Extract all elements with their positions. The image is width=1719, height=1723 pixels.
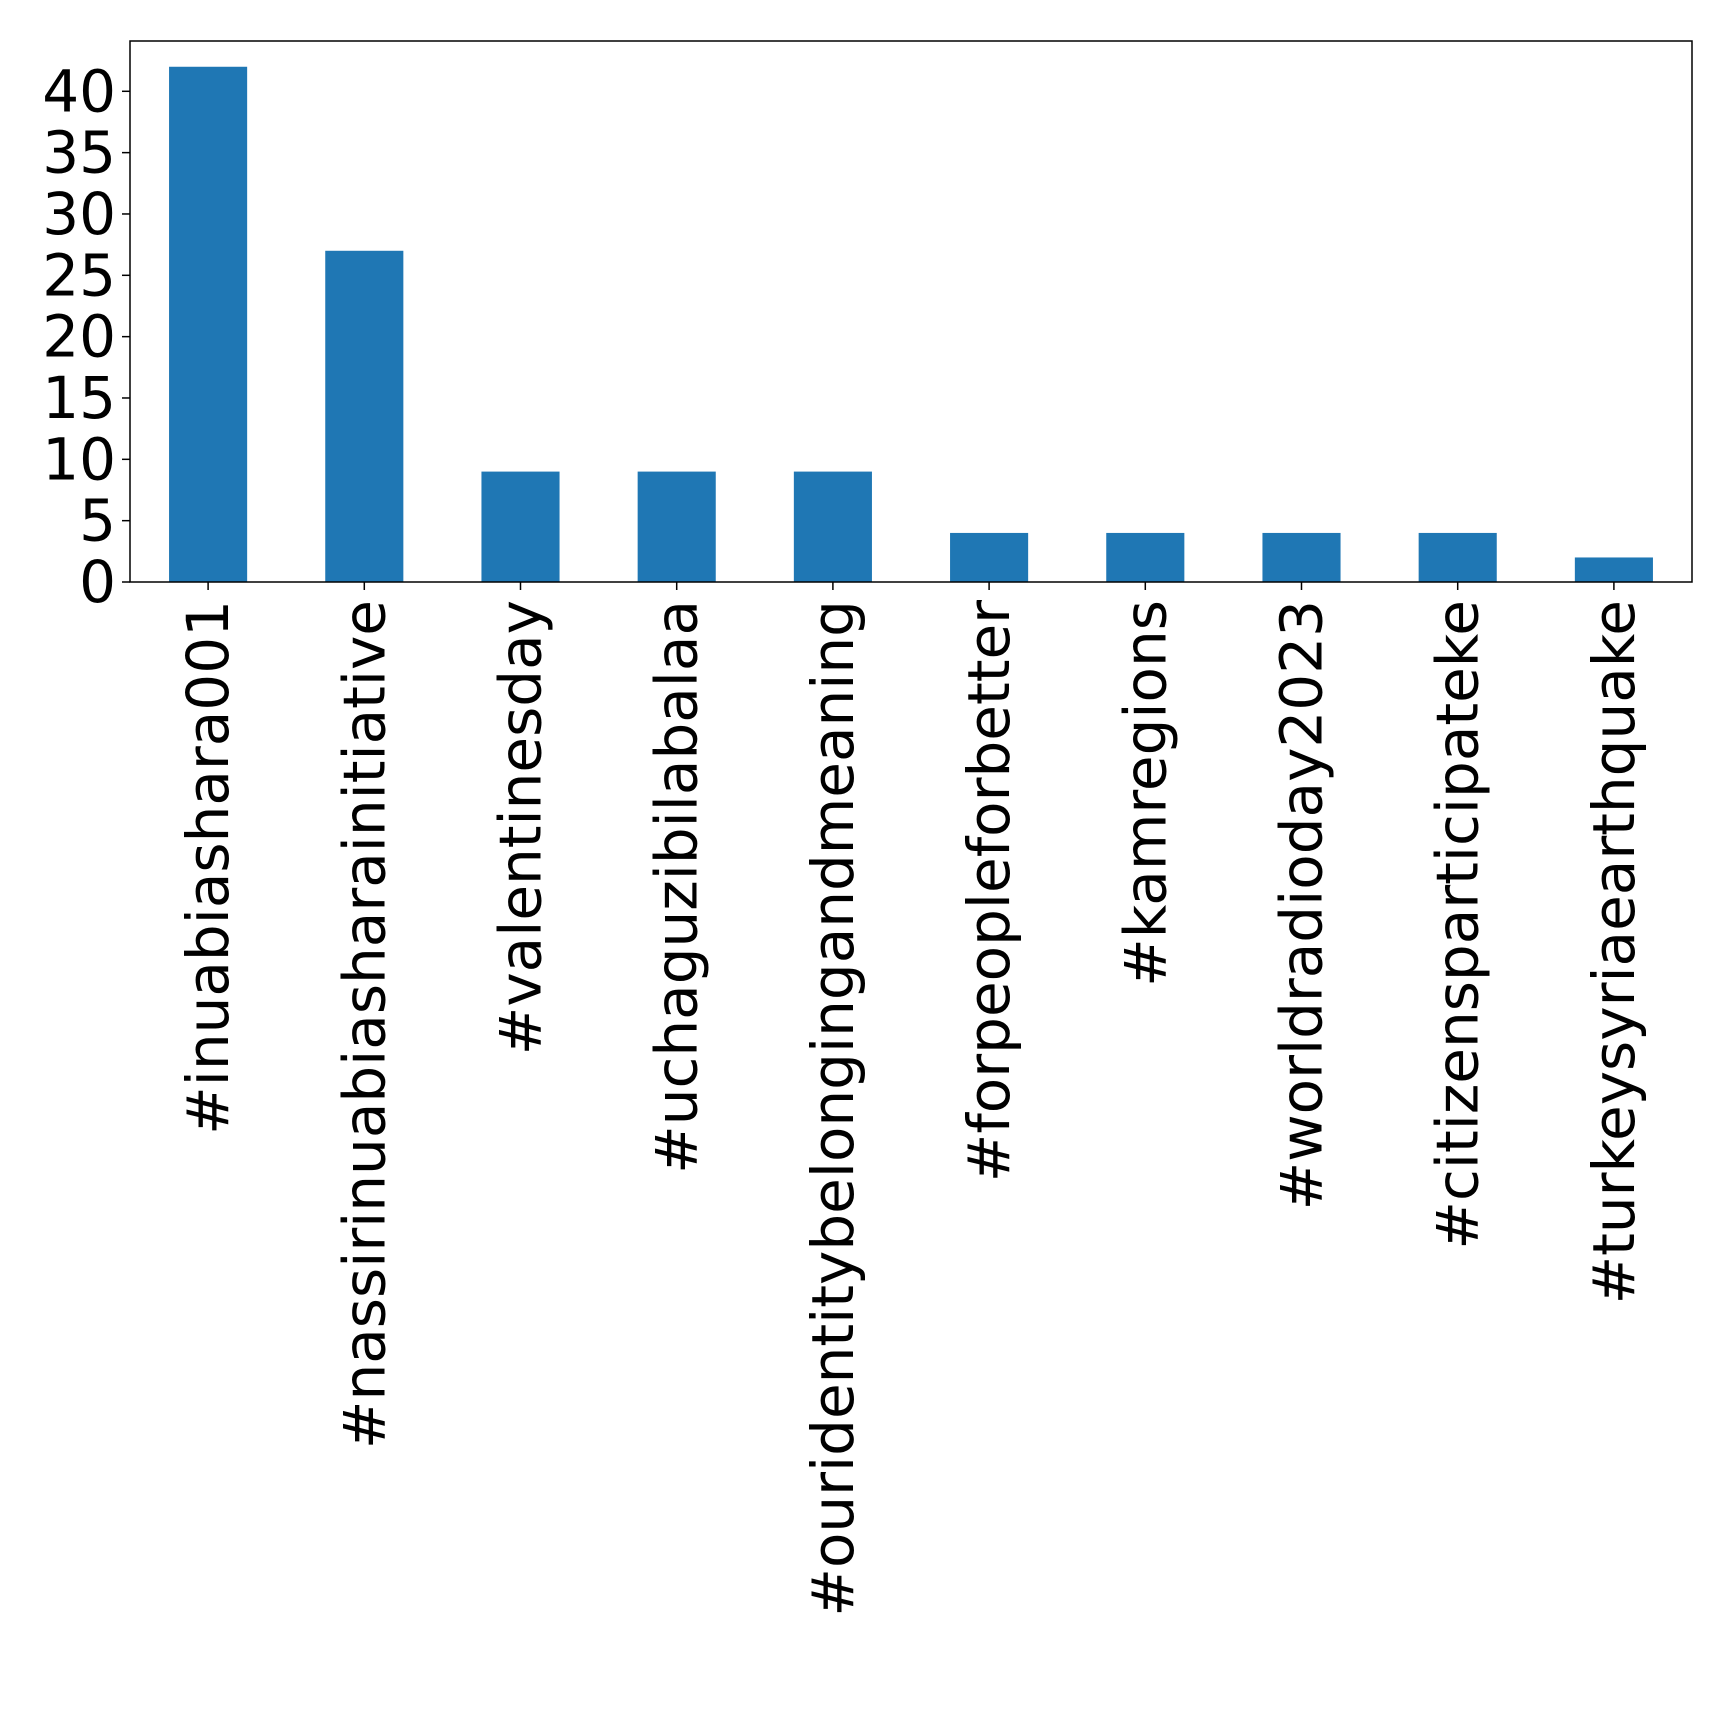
x-axis: #inuabiashara001 #nassirinuabiasharainiti… xyxy=(174,582,1648,1617)
x-tick-label: #ouridentitybelongingandmeaning xyxy=(799,600,867,1617)
bars-group xyxy=(169,66,1653,582)
y-tick-label: 0 xyxy=(79,548,116,616)
y-tick-label: 30 xyxy=(42,180,116,248)
x-tick-label: #inuabiashara001 xyxy=(174,600,242,1135)
x-tick-label: #turkeysyriaearthquake xyxy=(1580,600,1648,1304)
bar-worldradioday2023 xyxy=(1262,532,1341,582)
x-tick-label: #citizensparticipateke xyxy=(1424,600,1492,1250)
bar-uchaguzibilabalaa xyxy=(637,471,716,582)
y-tick-label: 15 xyxy=(42,364,116,432)
x-tick-label: #worldradioday2023 xyxy=(1268,600,1336,1210)
y-tick-label: 40 xyxy=(42,57,116,125)
x-tick-label: #valentinesday xyxy=(487,600,555,1055)
y-tick-label: 25 xyxy=(42,241,116,309)
bar-citizensparticipateke xyxy=(1418,532,1497,582)
bar-valentinesday xyxy=(481,471,560,582)
x-tick-label: #uchaguzibilabalaa xyxy=(643,600,711,1174)
bar-inuabiashara001 xyxy=(169,66,248,582)
bar-turkeysyriaearthquake xyxy=(1574,557,1653,582)
plot-frame xyxy=(129,40,1693,583)
bar-kamregions xyxy=(1106,532,1185,582)
y-tick-label: 35 xyxy=(42,119,116,187)
x-tick-label: #forpeopleforbetter xyxy=(955,600,1023,1182)
x-tick-label: #nassirinuabiasharainitiative xyxy=(330,600,398,1449)
y-tick-label: 20 xyxy=(42,303,116,371)
bar-nassirinuabiasharainitiative xyxy=(325,250,404,582)
x-tick-label: #kamregions xyxy=(1111,600,1179,987)
bar-ouridentitybelongingandmeaning xyxy=(793,471,872,582)
y-tick-label: 5 xyxy=(79,487,116,555)
bar-forpeopleforbetter xyxy=(950,532,1029,582)
y-tick-label: 10 xyxy=(42,425,116,493)
